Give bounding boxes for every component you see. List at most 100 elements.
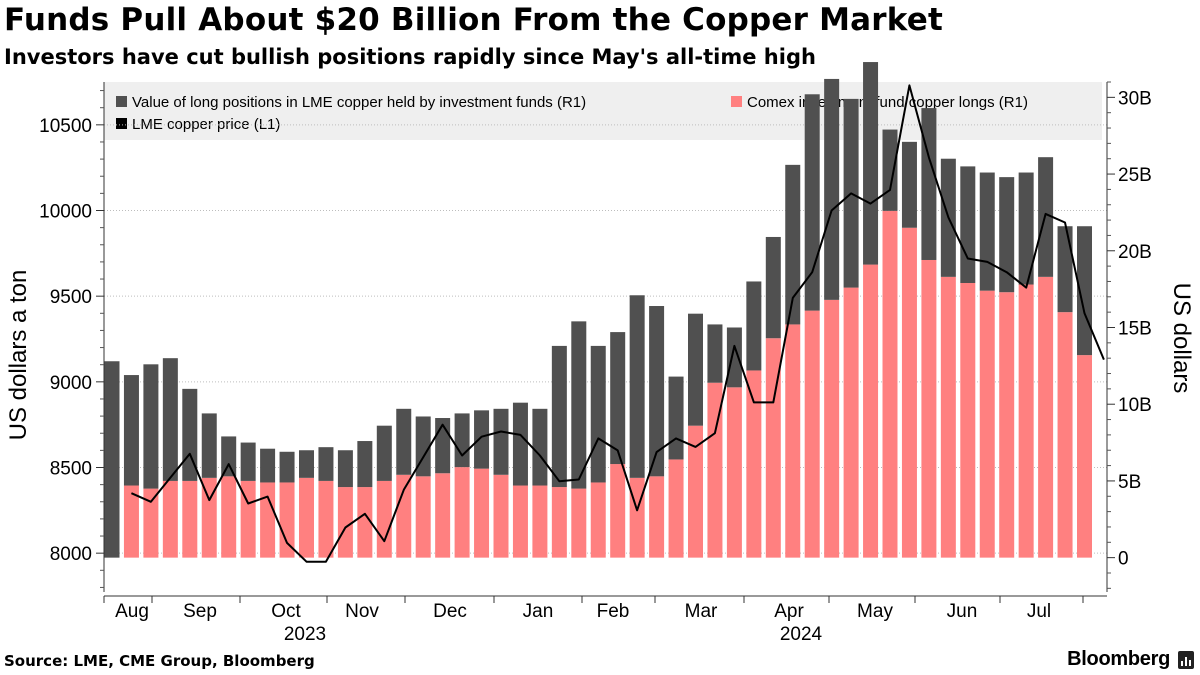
left-tick-label: 10500: [39, 116, 92, 137]
comex-bar: [649, 476, 665, 558]
lme-bar: [299, 450, 314, 478]
lme-bar: [629, 295, 645, 478]
comex-bar: [299, 477, 314, 558]
x-tick-label: May: [857, 601, 893, 622]
year-label-2023: 2023: [284, 624, 326, 645]
lme-bar: [590, 345, 606, 483]
comex-bar: [785, 324, 801, 558]
lme-bar: [143, 364, 159, 489]
lme-bar: [668, 376, 684, 460]
comex-bar: [804, 310, 820, 558]
left-axis-ticks: 8000 8500 9000 9500 10000 10500: [39, 90, 104, 588]
comex-bar: [123, 485, 139, 558]
comex-bar: [940, 276, 956, 558]
lme-bar: [221, 436, 237, 477]
right-tick-label: 0: [1118, 549, 1129, 570]
comex-bar: [337, 487, 353, 558]
comex-bar: [532, 485, 548, 558]
comex-bar: [493, 474, 509, 558]
comex-bar: [435, 473, 451, 558]
right-axis-label: US dollars: [1168, 283, 1195, 394]
right-tick-label: 5B: [1118, 472, 1141, 493]
x-tick-label: Nov: [345, 601, 379, 622]
lme-bar: [571, 321, 587, 489]
comex-bar: [357, 487, 373, 558]
bloomberg-logo-icon: [1178, 651, 1194, 669]
comex-bar: [688, 425, 703, 558]
right-tick-label: 30B: [1118, 88, 1152, 109]
x-tick-label: Dec: [433, 601, 467, 622]
lme-bar: [960, 166, 976, 283]
comex-bar: [960, 282, 976, 558]
comex-bar: [590, 482, 606, 558]
comex-bar: [707, 382, 723, 558]
lme-bar: [376, 425, 392, 481]
comex-bar: [921, 259, 937, 558]
bloomberg-logo: Bloomberg: [1067, 648, 1170, 670]
comex-bar: [901, 227, 917, 558]
legend-swatch-price: [116, 118, 127, 129]
lme-bar: [396, 408, 412, 475]
lme-bar: [921, 108, 937, 260]
x-tick-label: Jun: [947, 601, 978, 622]
chart: Value of long positions in LME copper he…: [5, 62, 1195, 645]
chart-title: Funds Pull About $20 Billion From the Co…: [4, 2, 943, 38]
lme-bar: [785, 164, 801, 325]
comex-bar: [143, 488, 159, 558]
lme-bar: [493, 408, 509, 475]
comex-bar: [474, 468, 490, 558]
comex-bar: [979, 290, 995, 558]
comex-bar: [512, 485, 528, 558]
comex-bar: [396, 474, 412, 558]
lme-bar: [901, 141, 917, 228]
year-label-2024: 2024: [780, 624, 823, 645]
comex-bar: [415, 476, 431, 558]
x-tick-label: Aug: [115, 601, 149, 622]
legend-swatch-comex: [731, 96, 742, 107]
lme-bar: [746, 281, 762, 371]
comex-bar: [610, 464, 626, 558]
lme-bar: [979, 172, 995, 291]
legend-label-comex: Comex investment fund copper longs (R1): [747, 94, 1028, 111]
comex-bar: [1057, 312, 1073, 558]
right-axis-ticks: 0 5B 10B 15B 20B 25B 30B: [1107, 81, 1152, 589]
price-line: [130, 84, 1105, 563]
legend-swatch-lme: [116, 96, 127, 107]
lme-bar: [688, 313, 703, 426]
lme-bar: [512, 402, 528, 486]
lme-bar: [649, 306, 665, 477]
x-tick-label: Apr: [774, 601, 804, 622]
lme-bar: [532, 408, 548, 486]
lme-bar: [610, 332, 626, 465]
lme-bar: [201, 413, 217, 478]
comex-bar: [843, 287, 859, 558]
comex-bar: [182, 480, 198, 558]
comex-bar: [824, 299, 840, 558]
left-tick-label: 9500: [50, 287, 92, 308]
lme-bar: [707, 324, 723, 383]
lme-bar: [474, 410, 490, 469]
left-tick-label: 8500: [50, 459, 92, 480]
lme-bar: [415, 416, 431, 477]
x-tick-label: Mar: [685, 601, 718, 622]
comex-bar: [201, 477, 217, 558]
lme-bar: [863, 62, 879, 265]
chart-subtitle: Investors have cut bullish positions rap…: [4, 45, 816, 69]
lme-bar: [260, 448, 276, 483]
comex-bar: [162, 480, 178, 558]
left-axis-label: US dollars a ton: [5, 270, 32, 441]
lme-bar: [824, 78, 840, 300]
comex-bar: [279, 482, 295, 558]
right-tick-label: 10B: [1118, 395, 1152, 416]
comex-bar: [765, 338, 781, 558]
left-tick-label: 10000: [39, 202, 92, 223]
comex-bar: [376, 480, 392, 558]
lme-bar: [318, 447, 334, 481]
left-tick-label: 9000: [50, 373, 92, 394]
lme-bar: [454, 413, 470, 468]
comex-bar: [726, 387, 742, 558]
comex-bar: [863, 264, 879, 558]
comex-bar: [999, 292, 1015, 558]
lme-bar: [104, 361, 120, 558]
comex-bar: [318, 480, 334, 558]
